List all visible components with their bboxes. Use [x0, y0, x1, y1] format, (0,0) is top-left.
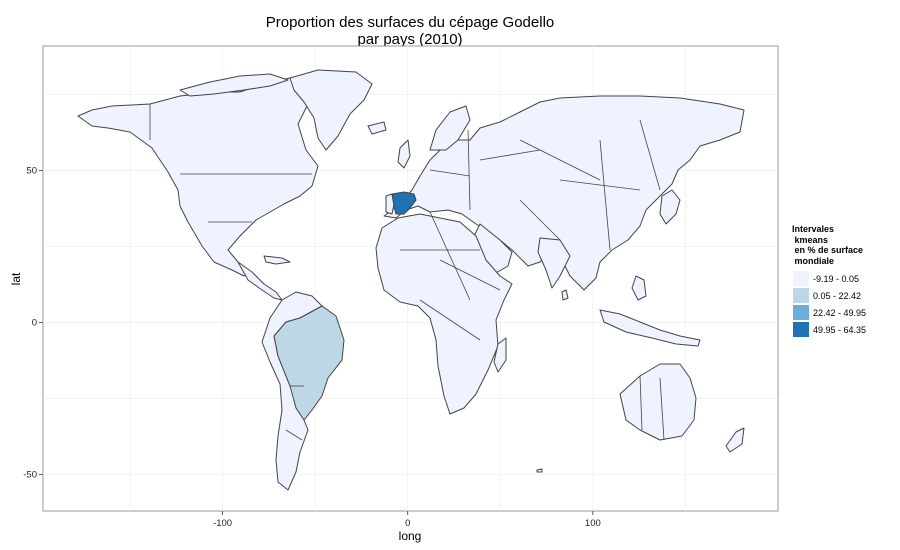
country-philippines [631, 275, 647, 301]
y-tick-label: 50 [26, 166, 37, 177]
y-tick-label: 0 [32, 318, 37, 329]
country-border [659, 377, 665, 441]
country-border [429, 211, 471, 301]
legend-key [792, 304, 810, 321]
y-axis-ticks: 50 0 -50 [23, 166, 43, 481]
country-border [429, 169, 471, 177]
country-spain [391, 191, 417, 215]
x-tick-label: 0 [405, 518, 410, 529]
legend-title-line: kmeans [792, 234, 829, 245]
legend-item: 0.05 - 22.42 [792, 287, 900, 304]
country-border [519, 199, 561, 241]
legend-title: Intervales kmeans en % de surface mondia… [792, 224, 900, 266]
x-axis-title: long [399, 529, 422, 543]
country-brazil [273, 305, 345, 421]
country-sri-lanka [561, 289, 569, 301]
country-border [419, 299, 481, 341]
country-iceland [367, 121, 387, 135]
legend-items: -9.19 - 0.05 0.05 - 22.42 22.42 - 49.95 49.… [792, 270, 900, 338]
legend-title-line: Intervales [792, 224, 835, 234]
x-axis-ticks: -100 0 100 [213, 511, 601, 529]
legend-item: 49.95 - 64.35 [792, 321, 900, 338]
legend-title-line: mondiale [792, 255, 835, 266]
country-border [519, 139, 601, 181]
legend: Intervales kmeans en % de surface mondia… [792, 224, 900, 338]
legend-title-line: en % de surface [792, 245, 864, 255]
chart-title: Proportion des surfaces du cépage Godell… [0, 14, 820, 48]
countries-layer [77, 69, 745, 491]
legend-key [792, 287, 810, 304]
legend-item: -9.19 - 0.05 [792, 270, 900, 287]
country-arctic-islands [179, 73, 289, 97]
country-border [599, 139, 611, 251]
country-scandinavia [429, 105, 471, 151]
country-united-kingdom [397, 139, 411, 169]
legend-label: 0.05 - 22.42 [813, 290, 862, 301]
island-kerguelen [536, 468, 543, 473]
country-indonesia [599, 309, 701, 347]
legend-key [792, 321, 810, 338]
country-border [479, 149, 541, 161]
legend-item: 22.42 - 49.95 [792, 304, 900, 321]
country-border [559, 179, 641, 191]
country-greenland [289, 69, 373, 151]
country-border [639, 375, 643, 431]
legend-label: 49.95 - 64.35 [813, 324, 867, 335]
legend-key [792, 270, 810, 287]
country-border [639, 119, 661, 191]
y-axis-title: lat [9, 272, 23, 285]
country-australia [619, 363, 697, 441]
country-portugal [385, 193, 395, 215]
chart-title-line2: par pays (2010) [357, 31, 463, 48]
country-caribbean [263, 255, 291, 265]
country-border [285, 429, 303, 441]
country-madagascar [493, 337, 507, 373]
country-africa [375, 213, 513, 415]
legend-label: 22.42 - 49.95 [813, 307, 867, 318]
internal-borders [149, 104, 665, 441]
legend-label: -9.19 - 0.05 [813, 273, 860, 284]
y-tick-label: -50 [23, 470, 37, 481]
country-japan [659, 189, 681, 225]
x-tick-label: -100 [213, 518, 232, 529]
x-tick-label: 100 [585, 518, 601, 529]
country-north-america [77, 75, 319, 277]
country-india [537, 237, 571, 289]
country-border [467, 129, 471, 211]
country-new-zealand [725, 427, 745, 453]
country-border [439, 259, 501, 291]
chart-title-line1: Proportion des surfaces du cépage Godell… [265, 14, 555, 31]
